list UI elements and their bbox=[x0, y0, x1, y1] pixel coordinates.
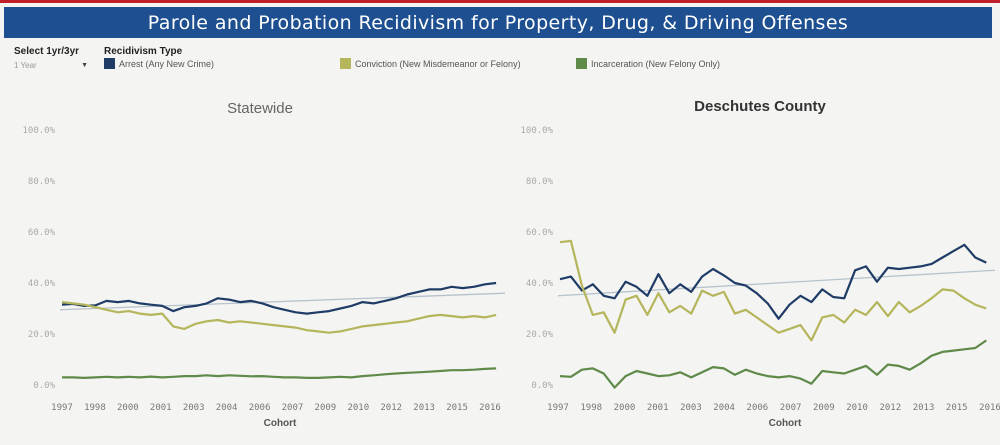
x-tick-label: 2016 bbox=[979, 403, 1000, 413]
series-line-incarceration[interactable] bbox=[559, 339, 987, 389]
y-tick-label: 20.0% bbox=[28, 330, 56, 340]
x-tick-label: 2015 bbox=[946, 403, 968, 413]
x-tick-label: 2003 bbox=[183, 403, 205, 413]
page-title: Parole and Probation Recidivism for Prop… bbox=[147, 11, 849, 34]
x-tick-label: 1998 bbox=[580, 403, 602, 413]
chart-title-deschutes: Deschutes County bbox=[694, 98, 826, 115]
y-tick-label: 80.0% bbox=[526, 177, 554, 187]
legend-item-arrest[interactable]: Arrest (Any New Crime) bbox=[104, 58, 214, 69]
x-tick-label: 2013 bbox=[413, 403, 435, 413]
x-tick-label: 2009 bbox=[315, 403, 337, 413]
x-tick-label: 2004 bbox=[713, 403, 735, 413]
x-tick-label: 2001 bbox=[647, 403, 669, 413]
x-tick-label: 2001 bbox=[150, 403, 172, 413]
chart-title-statewide: Statewide bbox=[227, 100, 293, 117]
x-tick-label: 2010 bbox=[347, 403, 369, 413]
x-tick-label: 2007 bbox=[780, 403, 802, 413]
legend-swatch-conviction[interactable] bbox=[340, 58, 351, 69]
recidivism-type-label: Recidivism Type bbox=[104, 46, 183, 57]
x-axis-label: Cohort bbox=[769, 418, 802, 429]
x-tick-label: 1998 bbox=[84, 403, 106, 413]
period-select-value: 1 Year bbox=[14, 60, 37, 70]
dropdown-arrow-icon[interactable]: ▼ bbox=[81, 61, 88, 69]
x-tick-label: 2000 bbox=[117, 403, 139, 413]
x-tick-label: 2012 bbox=[879, 403, 901, 413]
legend-label-incarceration: Incarceration (New Felony Only) bbox=[591, 58, 721, 69]
x-axis-label: Cohort bbox=[264, 418, 297, 429]
y-tick-label: 0.0% bbox=[33, 381, 55, 391]
x-tick-label: 2010 bbox=[846, 403, 868, 413]
chart-deschutes: 0.0% 20.0% 40.0% 60.0% 80.0% 100.0% 1997 1998 20… bbox=[520, 126, 1000, 429]
x-tick-label: 2003 bbox=[680, 403, 702, 413]
x-tick-label: 2006 bbox=[747, 403, 769, 413]
trend-line-arrest bbox=[557, 269, 996, 297]
x-tick-label: 2004 bbox=[216, 403, 238, 413]
period-select[interactable]: 1 Year ▼ bbox=[14, 59, 90, 71]
x-tick-label: 2000 bbox=[614, 403, 636, 413]
y-tick-label: 40.0% bbox=[28, 279, 56, 289]
y-tick-label: 40.0% bbox=[526, 279, 554, 289]
legend-label-conviction: Conviction (New Misdemeanor or Felony) bbox=[355, 58, 521, 69]
x-tick-label: 2016 bbox=[479, 403, 501, 413]
y-tick-label: 60.0% bbox=[526, 228, 554, 238]
series-line-conviction[interactable] bbox=[61, 301, 497, 334]
legend-item-incarceration[interactable]: Incarceration (New Felony Only) bbox=[576, 58, 720, 69]
series-line-arrest[interactable] bbox=[559, 243, 987, 320]
y-tick-label: 60.0% bbox=[28, 228, 56, 238]
trend-line-arrest bbox=[59, 292, 506, 311]
legend-item-conviction[interactable]: Conviction (New Misdemeanor or Felony) bbox=[340, 58, 521, 69]
x-tick-label: 2012 bbox=[380, 403, 402, 413]
y-tick-label: 100.0% bbox=[22, 126, 55, 136]
y-tick-label: 20.0% bbox=[526, 330, 554, 340]
y-tick-label: 0.0% bbox=[531, 381, 553, 391]
page-title-bar: Parole and Probation Recidivism for Prop… bbox=[4, 7, 992, 38]
legend-swatch-incarceration[interactable] bbox=[576, 58, 587, 69]
top-accent-stripe bbox=[0, 0, 1000, 3]
x-tick-label: 2009 bbox=[813, 403, 835, 413]
series-line-incarceration[interactable] bbox=[62, 367, 497, 379]
legend-swatch-arrest[interactable] bbox=[104, 58, 115, 69]
legend-label-arrest: Arrest (Any New Crime) bbox=[119, 58, 215, 69]
x-tick-label: 2015 bbox=[446, 403, 468, 413]
x-tick-label: 2013 bbox=[913, 403, 935, 413]
select-period-label: Select 1yr/3yr bbox=[14, 46, 80, 57]
series-line-conviction[interactable] bbox=[559, 239, 987, 342]
y-tick-label: 80.0% bbox=[28, 177, 56, 187]
x-tick-label: 2006 bbox=[249, 403, 271, 413]
x-tick-label: 1997 bbox=[51, 403, 73, 413]
chart-statewide: 0.0% 20.0% 40.0% 60.0% 80.0% 100.0% 1997 1998 20… bbox=[22, 126, 506, 429]
x-tick-label: 1997 bbox=[547, 403, 569, 413]
y-tick-label: 100.0% bbox=[520, 126, 553, 136]
series-line-arrest[interactable] bbox=[61, 281, 497, 315]
x-tick-label: 2007 bbox=[282, 403, 304, 413]
